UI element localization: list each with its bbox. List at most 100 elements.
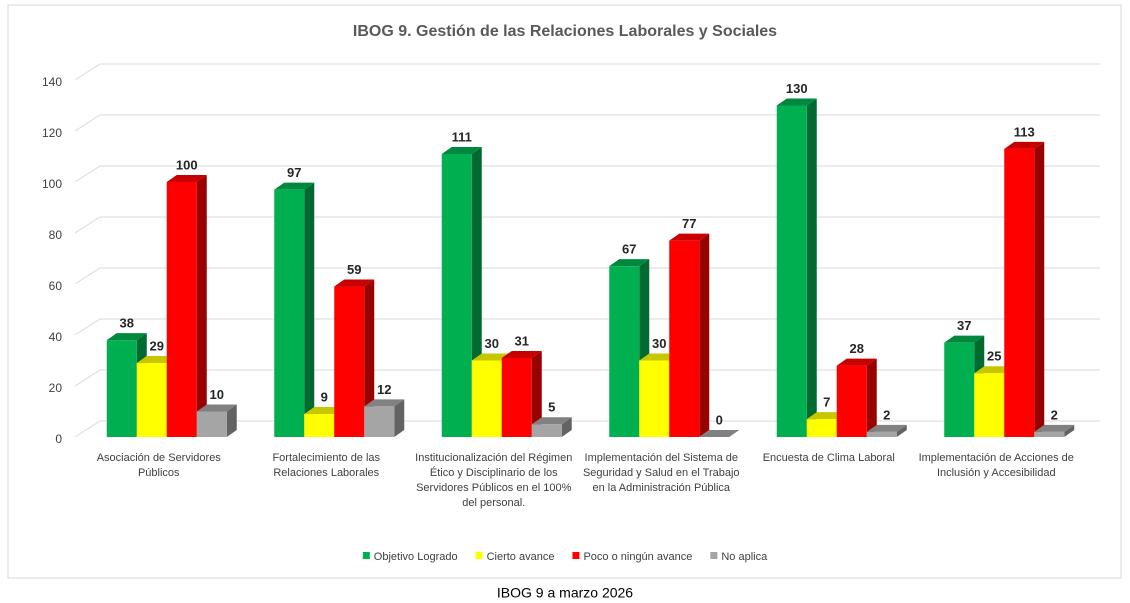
bar-side — [561, 417, 572, 437]
legend: Objetivo Logrado Cierto avance Poco o ning… — [362, 551, 768, 563]
bar-top — [836, 358, 877, 366]
bar-top — [501, 350, 542, 358]
x-tick-label-box: Implementación de Acciones de Inclusión … — [919, 452, 1074, 479]
legend-swatch — [710, 552, 718, 559]
bar-3d — [699, 430, 740, 437]
data-label: 100 — [176, 157, 198, 172]
bar — [471, 360, 502, 437]
x-tick-label-box: Institucionalización del Régimen Ético y… — [415, 452, 573, 509]
data-label: 59 — [347, 262, 361, 277]
caption: IBOG 9 a marzo 2026 — [497, 585, 633, 601]
data-label: 29 — [150, 338, 164, 353]
bar — [669, 240, 700, 437]
legend-label: Cierto avance — [487, 551, 555, 563]
bar-top — [1034, 424, 1075, 432]
bar — [274, 189, 305, 437]
x-tick-label: Encuesta de Clima Laboral — [762, 452, 895, 464]
bar-top — [669, 233, 710, 241]
data-label: 38 — [120, 316, 134, 331]
grid-line — [74, 318, 1100, 336]
bar — [166, 182, 197, 437]
data-label: 77 — [682, 216, 696, 231]
bar-3d — [364, 399, 405, 437]
bar — [106, 340, 137, 437]
bar-side — [1034, 141, 1045, 437]
bar-side — [531, 350, 542, 437]
y-tick-label: 20 — [49, 381, 63, 395]
y-tick-label: 140 — [42, 75, 62, 89]
bar-top — [866, 424, 907, 432]
bar — [334, 286, 365, 437]
legend-label: Poco o ningún avance — [583, 551, 692, 563]
data-label: 30 — [652, 336, 666, 351]
bar-3d — [609, 259, 650, 437]
data-label: 111 — [452, 129, 472, 144]
data-label: 9 — [321, 389, 328, 404]
bar-top — [944, 335, 985, 343]
grid-line — [74, 63, 1100, 81]
bar-3d — [166, 175, 207, 437]
bar-3d — [334, 279, 375, 437]
bar-side — [196, 175, 207, 437]
data-label: 7 — [823, 395, 830, 410]
bar — [1034, 431, 1065, 437]
data-label: 67 — [622, 242, 636, 257]
data-label: 2 — [883, 407, 890, 422]
bar — [944, 342, 975, 437]
grid-line — [74, 114, 1100, 132]
legend-swatch — [362, 552, 370, 559]
bar — [806, 419, 837, 437]
grid-line — [74, 216, 1100, 234]
bar-side — [304, 182, 315, 437]
bar — [866, 431, 897, 437]
data-label: 12 — [377, 382, 391, 397]
y-tick-label: 60 — [49, 279, 63, 293]
data-label: 25 — [987, 349, 1001, 364]
x-tick-label-box: Fortalecimiento de las Relaciones Labora… — [272, 452, 381, 479]
bar-side — [896, 424, 907, 437]
grid-line — [74, 267, 1100, 285]
bar-side — [866, 358, 877, 437]
bar-top — [334, 279, 375, 287]
data-label: 5 — [548, 400, 555, 415]
x-tick-label-box: Encuesta de Clima Laboral — [762, 452, 895, 464]
bar-top — [609, 259, 650, 267]
bar-side — [699, 233, 710, 437]
data-label: 130 — [786, 81, 808, 96]
bar — [304, 414, 335, 437]
bar — [639, 360, 670, 437]
bar-top — [364, 399, 405, 407]
data-label: 28 — [850, 341, 864, 356]
bar-3d — [274, 182, 315, 437]
x-tick-label: Implementación del Sistema de Seguridad … — [582, 452, 740, 494]
bar-3d — [866, 424, 907, 437]
bar-top — [274, 182, 315, 190]
data-label: 37 — [957, 318, 971, 333]
bar-3d — [836, 358, 877, 437]
x-tick-label: Fortalecimiento de las Relaciones Labora… — [272, 452, 381, 479]
bar — [501, 357, 532, 437]
grid-line — [74, 165, 1100, 183]
bar-top — [166, 175, 207, 182]
bar-3d — [1034, 424, 1075, 437]
bar-3d — [501, 350, 542, 437]
x-tick-label: Institucionalización del Régimen Ético y… — [415, 452, 573, 509]
bar — [974, 373, 1005, 437]
bar-top — [776, 98, 817, 106]
bar-top — [699, 430, 740, 437]
bar-top — [106, 333, 147, 341]
y-tick-label: 80 — [49, 228, 63, 242]
grid-line — [74, 420, 1100, 438]
bar-top — [196, 404, 237, 412]
y-tick-label: 100 — [42, 177, 62, 191]
bar — [776, 105, 807, 437]
bar-side — [226, 404, 237, 437]
y-tick-label: 0 — [55, 432, 62, 446]
bar — [609, 266, 640, 437]
bar — [836, 365, 867, 437]
data-label: 0 — [716, 412, 723, 427]
legend-swatch — [572, 552, 580, 559]
bar-3d — [1004, 141, 1045, 437]
data-label: 31 — [515, 333, 529, 348]
